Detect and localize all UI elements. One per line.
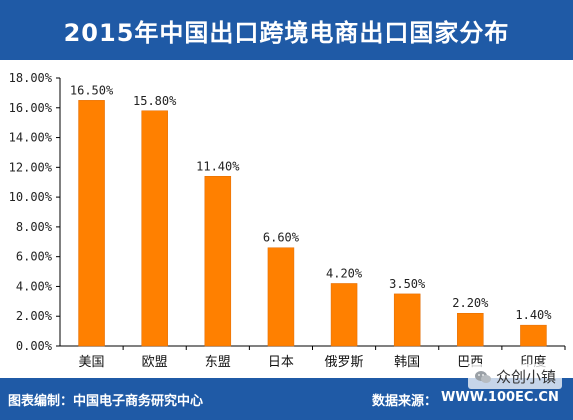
- footer-source-label: 数据来源：: [372, 394, 438, 409]
- y-tick-label: 10.00%: [9, 190, 53, 204]
- x-tick-label: 欧盟: [142, 355, 168, 370]
- x-tick-label: 韩国: [394, 355, 420, 370]
- y-tick-label: 16.00%: [9, 101, 53, 115]
- y-tick-label: 18.00%: [9, 71, 53, 85]
- y-tick-label: 4.00%: [16, 279, 53, 293]
- y-tick-label: 2.00%: [16, 309, 53, 323]
- x-tick-label: 美国: [79, 355, 105, 370]
- bar-value-label: 6.60%: [263, 231, 300, 245]
- bar: [330, 283, 358, 347]
- bar-chart: 0.00% 2.00% 4.00% 6.00% 8.00% 10.00% 12.00% 14.…: [9, 71, 566, 370]
- bar: [267, 247, 295, 347]
- bar-value-label: 3.50%: [389, 277, 426, 291]
- footer-source-value: WWW.100EC.CN: [441, 390, 559, 405]
- y-tick-label: 0.00%: [16, 339, 53, 353]
- watermark-text: 众创小镇: [496, 368, 557, 386]
- bar-value-label: 11.40%: [196, 159, 240, 173]
- bar: [141, 110, 168, 347]
- chart-title: 2015年中国出口跨境电商出口国家分布: [63, 18, 510, 47]
- bar-value-label: 15.80%: [133, 94, 177, 108]
- bar: [520, 324, 547, 347]
- bar: [78, 100, 105, 347]
- wechat-icon: [474, 370, 492, 384]
- footer-source: 数据来源： WWW.100EC.CN: [372, 390, 559, 409]
- x-tick-label: 俄罗斯: [325, 355, 364, 370]
- bar-value-label: 16.50%: [70, 83, 114, 97]
- watermark: 众创小镇: [468, 364, 563, 389]
- y-tick-label: 6.00%: [16, 250, 53, 264]
- chart-title-bar: 2015年中国出口跨境电商出口国家分布: [0, 0, 573, 60]
- bar-value-label: 2.20%: [452, 296, 489, 310]
- footer-bar: 图表编制：中国电子商务研究中心 数据来源： WWW.100EC.CN: [0, 378, 573, 420]
- x-tick-label: 东盟: [205, 355, 231, 370]
- bar-value-label: 1.40%: [515, 308, 552, 322]
- y-tick-label: 14.00%: [9, 131, 53, 145]
- bar: [457, 312, 484, 347]
- x-tick-label: 日本: [268, 355, 294, 370]
- footer-producer: 图表编制：中国电子商务研究中心: [8, 394, 204, 409]
- y-tick-label: 12.00%: [9, 160, 53, 174]
- bar: [393, 293, 421, 347]
- bar-value-label: 4.20%: [326, 266, 363, 280]
- y-tick-label: 8.00%: [16, 220, 53, 234]
- bar: [204, 176, 232, 347]
